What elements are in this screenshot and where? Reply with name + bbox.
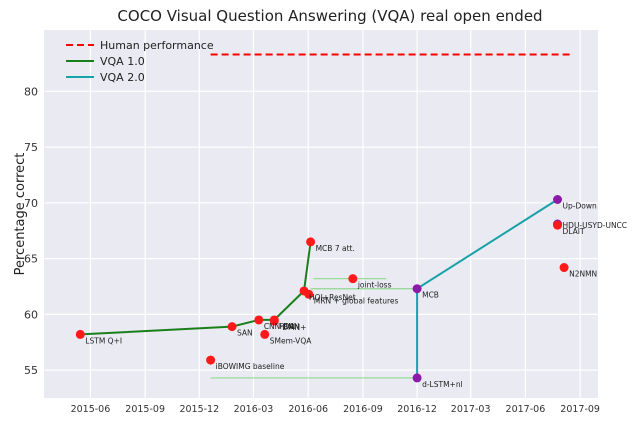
point-label: LSTM Q+I: [85, 336, 122, 345]
y-axis-label: Percentage correct: [13, 153, 28, 276]
y-tick-label: 65: [24, 253, 38, 266]
point-label: DMN+: [282, 323, 306, 332]
data-point: [269, 316, 279, 326]
x-tick-label: 2017-06: [506, 404, 546, 415]
point-label: FDA: [279, 322, 295, 331]
point-label: MRN + global features: [314, 296, 399, 305]
legend-label: VQA 2.0: [100, 71, 145, 84]
x-tick-label: 2015-06: [71, 404, 111, 415]
point-label: CNN-RNN: [264, 322, 300, 331]
point-label: Up-Down: [563, 202, 597, 211]
point-label: MCB 7 att.: [316, 244, 355, 253]
data-point: [412, 284, 422, 294]
x-tick-label: 2017-03: [451, 404, 491, 415]
y-tick-label: 75: [24, 141, 38, 154]
x-tick-label: 2016-09: [343, 404, 383, 415]
legend: Human performance VQA 1.0 VQA 2.0: [66, 39, 214, 84]
x-tick-label: 2017-09: [560, 404, 600, 415]
data-point: [206, 355, 216, 365]
data-point: [559, 263, 569, 273]
series-line-vqa-1: [80, 241, 312, 336]
grid-layer: [44, 30, 598, 398]
point-label: SAN: [237, 329, 253, 338]
data-point: [227, 322, 237, 332]
point-label: joint-loss: [357, 281, 392, 290]
data-point: [75, 329, 85, 339]
y-tick-label: 80: [24, 85, 38, 98]
point-label: d-LSTM+nl: [422, 380, 463, 389]
y-tick-label: 60: [24, 308, 38, 321]
data-point: [254, 315, 264, 325]
x-tick-label: 2016-12: [397, 404, 437, 415]
data-point: [553, 220, 563, 230]
y-tick-label: 70: [24, 197, 38, 210]
point-label: N2NMN: [569, 270, 597, 279]
legend-label: VQA 1.0: [100, 55, 145, 68]
x-tick-label: 2016-03: [234, 404, 274, 415]
x-tick-label: 2015-09: [125, 404, 165, 415]
data-point: [553, 195, 563, 205]
point-label: HQI+ResNet: [309, 293, 356, 302]
legend-label: Human performance: [100, 39, 214, 52]
x-tick-label: 2015-12: [179, 404, 219, 415]
point-label: DLAIT: [563, 227, 585, 236]
x-tick-label: 2016-06: [288, 404, 328, 415]
axis-ticks: 2015-06 2015-09 2015-12 2016-03 2016-06 2016-…: [24, 85, 600, 415]
point-label: SMem-VQA: [270, 336, 312, 345]
chart-title: COCO Visual Question Answering (VQA) rea…: [117, 7, 542, 25]
data-point: [348, 274, 358, 284]
data-point: [306, 237, 316, 247]
y-tick-label: 55: [24, 364, 38, 377]
point-label: HDU-USYD-UNCC: [563, 221, 628, 230]
data-point: [412, 373, 422, 383]
data-point: [304, 289, 314, 299]
point-labels: LSTM Q+I iBOWIMG baseline SAN CNN-RNN SMem-V…: [85, 202, 627, 389]
plot-background: [44, 30, 598, 398]
data-points: [75, 195, 569, 383]
point-label: iBOWIMG baseline: [216, 362, 285, 371]
data-point: [260, 329, 270, 339]
point-label: MCB: [422, 291, 439, 300]
